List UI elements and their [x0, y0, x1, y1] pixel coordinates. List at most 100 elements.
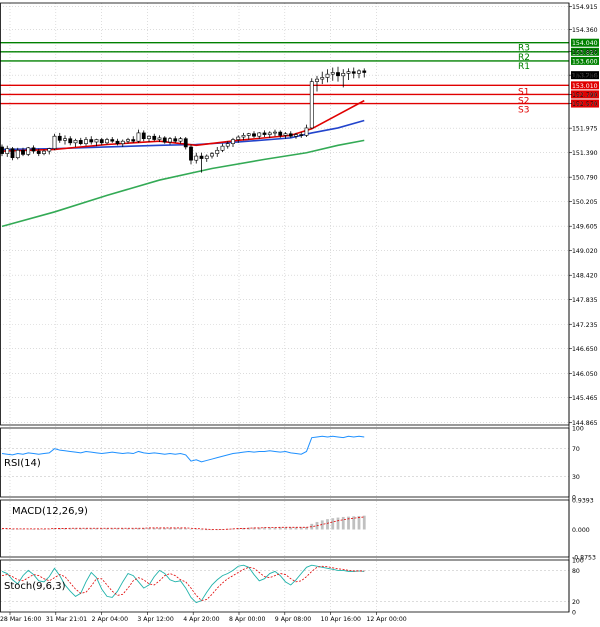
candle	[241, 132, 246, 141]
macd-histogram-bar	[74, 528, 77, 530]
candle	[273, 129, 277, 137]
time-axis-label: 10 Apr 16:00	[321, 616, 361, 623]
time-axis-label: 28 Mar 16:00	[0, 616, 41, 623]
candle-body	[231, 139, 235, 144]
macd-histogram-bar	[11, 529, 14, 530]
price-axis-label: 151.390	[572, 150, 598, 157]
macd-signal-line	[2, 516, 365, 530]
macd-histogram-bar	[189, 528, 193, 530]
macd-histogram-bar	[95, 528, 98, 530]
macd-axis-label: 0.000	[572, 527, 590, 534]
candle	[346, 68, 351, 80]
macd-histogram-bar	[163, 527, 167, 530]
candle	[36, 148, 41, 157]
moving-average-line	[1, 139, 365, 228]
macd-histogram-bar	[200, 529, 203, 531]
macd-histogram-bar	[352, 516, 356, 530]
price-pane	[0, 3, 599, 612]
level-price-tag	[571, 81, 599, 90]
candle	[63, 135, 67, 145]
level-label-r1: R1	[518, 62, 530, 72]
candle	[294, 132, 298, 139]
price-axis-label: 146.650	[572, 346, 598, 353]
rsi-axis-label: 30	[572, 474, 580, 481]
macd-histogram-bar	[142, 527, 146, 530]
stoch-axis-label: 80	[572, 568, 580, 575]
candle	[194, 152, 199, 164]
macd-histogram-bar	[331, 518, 335, 530]
candle	[204, 154, 209, 162]
level-label-r2: R2	[518, 53, 530, 63]
candle	[162, 136, 167, 144]
macd-histogram-bar	[179, 527, 182, 530]
candle-body	[136, 132, 141, 142]
stoch-axis-label: 0	[572, 610, 576, 617]
candle	[236, 135, 241, 143]
candle	[215, 146, 220, 157]
macd-histogram-bar	[37, 529, 41, 530]
candle	[341, 69, 346, 88]
candle-body	[105, 139, 109, 144]
candle-body	[246, 133, 251, 136]
candle	[283, 132, 288, 139]
candle	[15, 147, 20, 160]
macd-histogram-bar	[184, 528, 188, 530]
macd-histogram-bar	[32, 529, 35, 530]
macd-histogram-bar	[173, 527, 177, 530]
level-price-tag	[571, 56, 599, 65]
candle	[231, 137, 235, 147]
candle	[42, 149, 46, 156]
candle	[257, 132, 262, 139]
current-price-tag-text: 153.256	[572, 73, 598, 80]
candle	[141, 130, 146, 142]
macd-histogram-bar	[294, 527, 298, 530]
candle	[47, 147, 52, 155]
candle-body	[157, 137, 162, 140]
candle-body	[346, 71, 351, 74]
macd-histogram-bar	[320, 520, 324, 530]
candle	[304, 124, 309, 138]
candle-body	[204, 155, 209, 159]
candle	[157, 135, 162, 143]
candle-body	[299, 134, 304, 136]
candle	[52, 133, 57, 151]
level-price-tag-text: 153.010	[572, 83, 598, 90]
candle	[10, 146, 15, 161]
candle-body	[330, 72, 335, 75]
candle	[351, 67, 356, 79]
time-axis-label: 4 Apr 20:00	[183, 616, 219, 623]
candle	[252, 131, 256, 138]
candle-body	[63, 138, 67, 141]
candle-body	[21, 149, 25, 155]
candle	[152, 133, 157, 142]
candle	[147, 135, 151, 143]
price-axis-label: 152.790	[572, 92, 598, 99]
rsi-axis-label: 100	[572, 426, 584, 433]
candle-body	[15, 149, 20, 159]
stoch-title: Stoch(9,6,3)	[4, 581, 66, 592]
candle-body	[341, 73, 346, 77]
macd-histogram-bar	[137, 527, 140, 530]
candle-body	[110, 139, 115, 142]
macd-histogram-bar	[131, 528, 135, 530]
candle-body	[362, 70, 367, 73]
macd-histogram-bar	[68, 528, 72, 530]
candle-body	[351, 71, 356, 74]
candle-body	[120, 140, 125, 144]
level-price-tag	[571, 90, 599, 99]
macd-histogram-bar	[263, 527, 266, 530]
candle-body	[315, 78, 319, 82]
candle	[31, 145, 36, 154]
macd-histogram-bar	[42, 529, 46, 530]
macd-histogram-bar	[305, 526, 308, 530]
candle-body	[31, 147, 36, 152]
candle-body	[257, 132, 262, 137]
stoch-main-line	[1, 564, 365, 604]
price-axis-label: 153.256	[572, 73, 598, 80]
level-price-tag-text: 153.820	[572, 49, 598, 56]
candle	[357, 69, 361, 79]
candle	[26, 146, 31, 157]
price-axis-label: 151.975	[572, 126, 598, 133]
macd-histogram-bar	[0, 528, 4, 530]
